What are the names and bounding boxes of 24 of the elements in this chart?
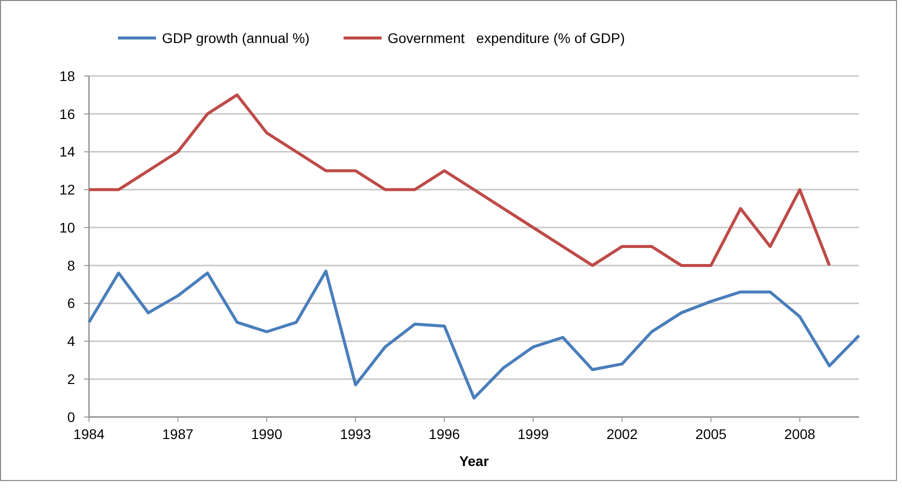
x-tick-label: 1996	[428, 426, 460, 442]
y-tick-label: 18	[59, 68, 76, 84]
x-tick-label: 1987	[162, 426, 194, 442]
legend-label: Government expenditure (% of GDP)	[388, 30, 625, 46]
legend-label: GDP growth (annual %)	[162, 30, 310, 46]
y-tick-label: 16	[59, 106, 76, 122]
y-tick-label: 8	[67, 257, 76, 274]
y-tick-label: 2	[67, 371, 76, 388]
x-tick-label: 2002	[606, 426, 638, 442]
y-tick-label: 0	[67, 408, 76, 425]
y-tick-label: 10	[59, 219, 76, 236]
y-tick-label: 14	[59, 144, 76, 160]
y-tick-label: 6	[67, 295, 76, 312]
x-axis-title: Year	[459, 453, 490, 469]
line-series	[88, 93, 831, 267]
x-tick-label: 2008	[784, 426, 816, 442]
y-tick-label: 12	[59, 182, 76, 198]
x-tick-label: 2005	[695, 426, 727, 442]
x-tick-label: 1990	[251, 426, 282, 442]
y-tick-label: 4	[67, 333, 76, 350]
x-tick-label: 1993	[340, 426, 372, 442]
x-tick-label: 1984	[73, 426, 105, 442]
x-tick-label: 1999	[518, 426, 550, 442]
line-series	[88, 270, 860, 400]
